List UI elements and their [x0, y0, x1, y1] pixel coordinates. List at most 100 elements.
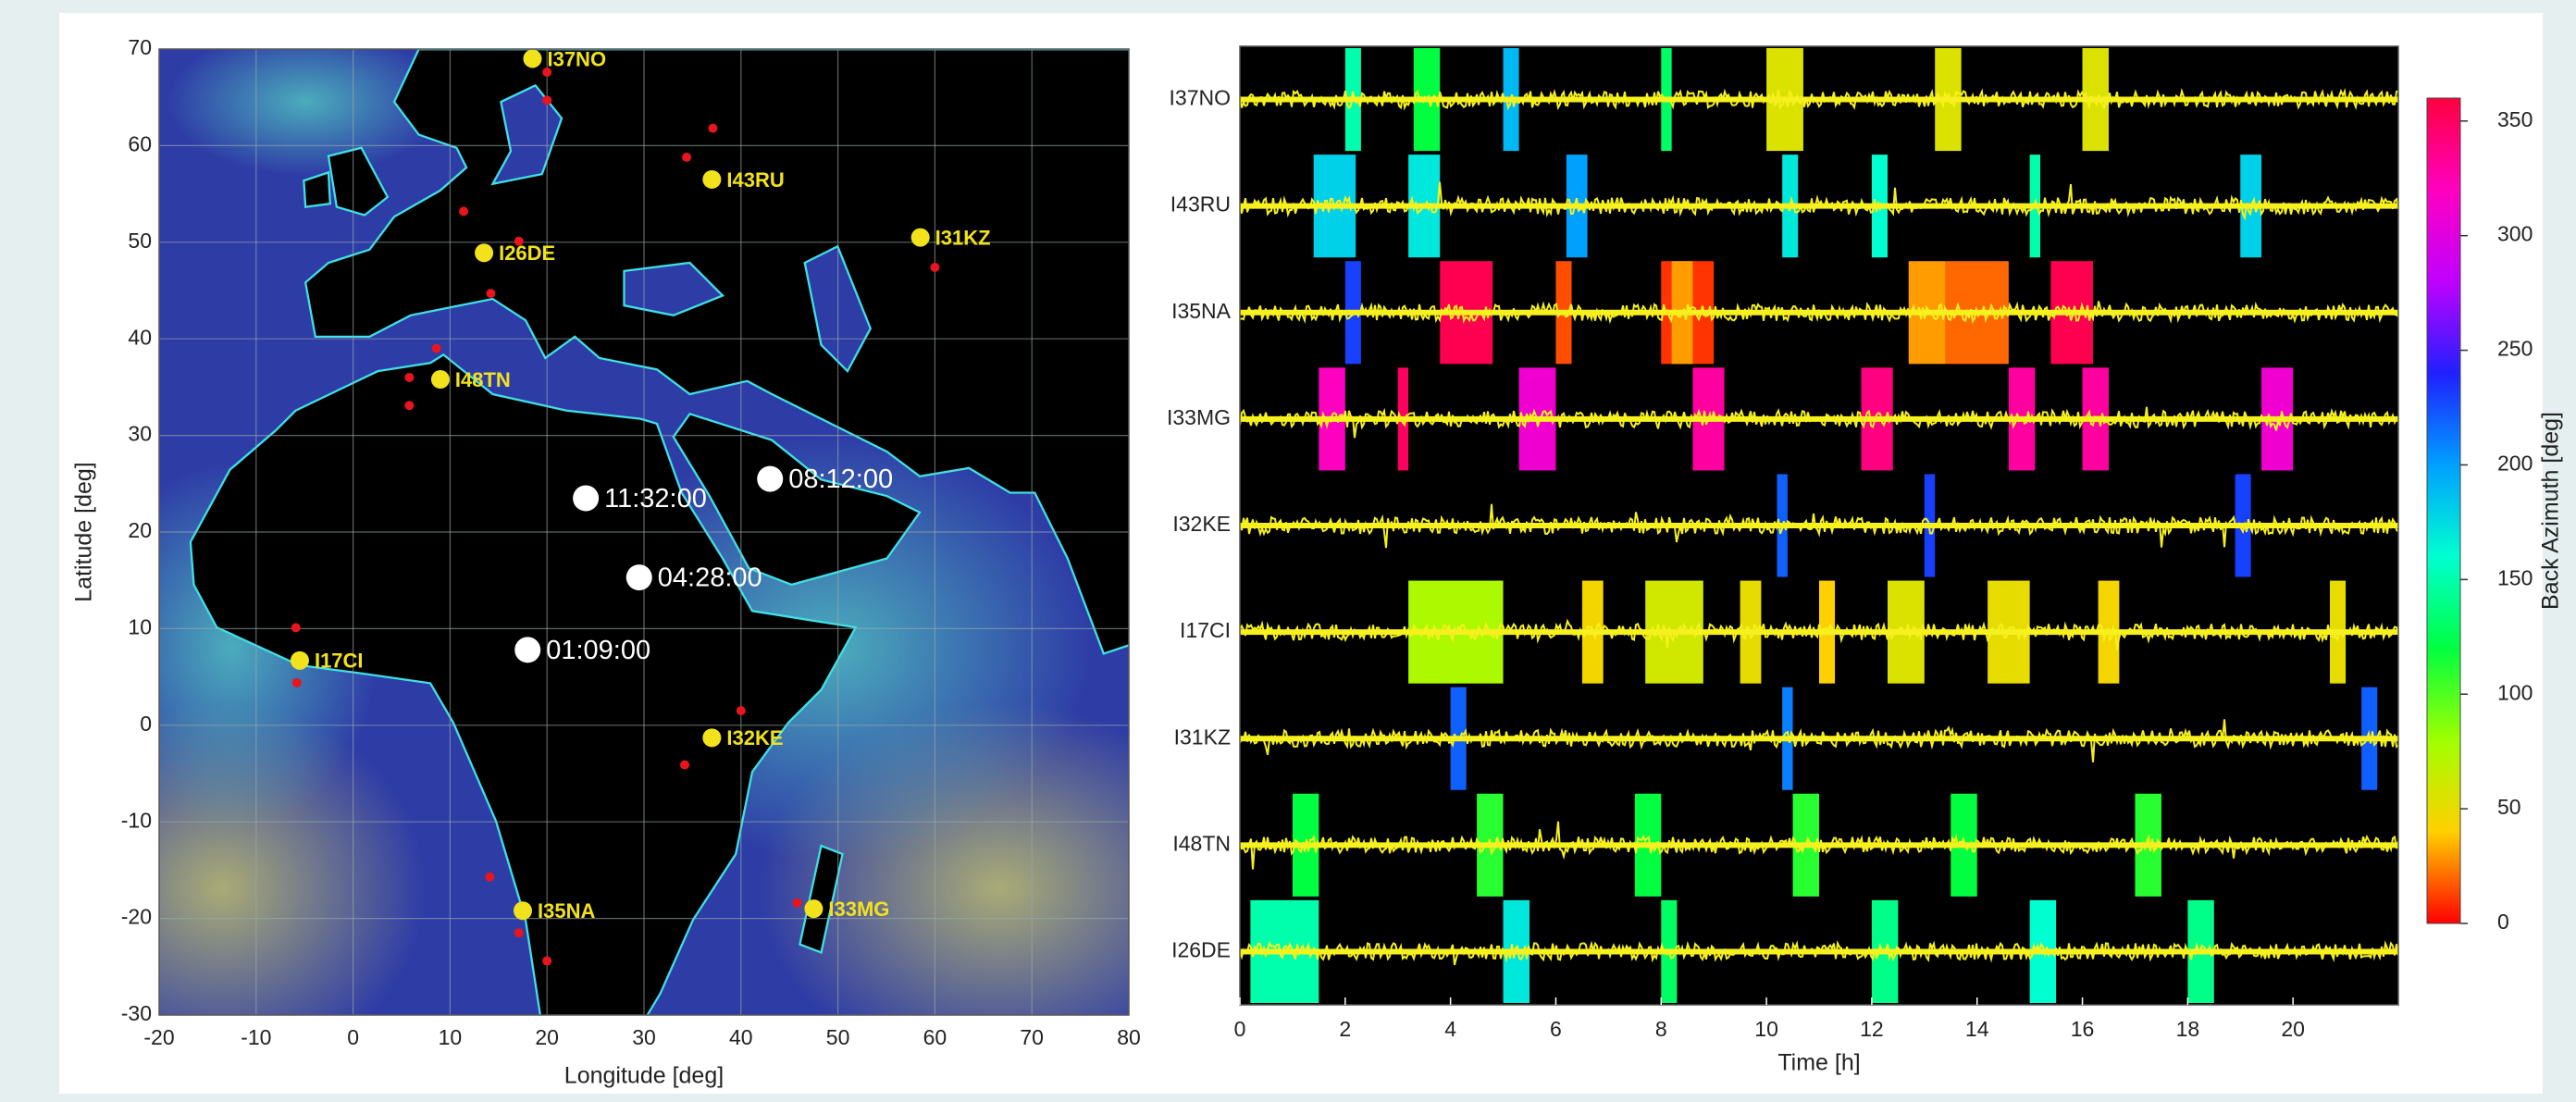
x-tick-label: 2	[1339, 1017, 1351, 1041]
land-ireland	[303, 170, 331, 208]
station-dot	[291, 677, 302, 687]
station-marker	[430, 370, 450, 390]
x-tick-label: 20	[2281, 1017, 2305, 1041]
station-dot	[514, 928, 524, 938]
x-tick-label: 4	[1444, 1017, 1456, 1041]
grid	[159, 49, 1129, 1015]
station-dot	[291, 623, 301, 633]
x-tick-label: 30	[632, 1025, 656, 1049]
y-tick-label: -30	[121, 1001, 152, 1025]
station-marker	[702, 169, 722, 189]
station-label: I48TN	[455, 368, 511, 391]
waveform	[1240, 821, 2398, 870]
map-frame	[158, 48, 1130, 1016]
station-dot	[708, 123, 718, 133]
land-britain	[327, 146, 390, 217]
station-label: I35NA	[1171, 299, 1232, 323]
station-dot	[514, 236, 524, 246]
station-label: I26DE	[1171, 938, 1231, 962]
event-marker	[625, 564, 652, 591]
station-dot	[459, 206, 469, 217]
station-dot	[680, 760, 690, 770]
event-label: 08:12:00	[788, 464, 893, 494]
station-label: I37NO	[547, 47, 606, 70]
station-marker	[514, 901, 532, 921]
event-marker	[757, 465, 784, 492]
x-axis-label: Time [h]	[1777, 1050, 1860, 1076]
station-dot	[542, 956, 552, 966]
event-label: 01:09:00	[546, 636, 650, 665]
colorbar-tick-label: 350	[2497, 107, 2533, 131]
station-dot	[792, 898, 802, 908]
x-tick-label: 14	[1965, 1017, 1989, 1041]
station-marker	[290, 650, 309, 670]
x-tick-label: 0	[1234, 1017, 1246, 1041]
station-dot	[542, 95, 552, 105]
points: I37NO I43RU I31KZ I26DE I48TN I17CI I32KE I35NA…	[290, 47, 991, 966]
x-tick-label: -20	[143, 1025, 174, 1049]
station-marker	[910, 228, 930, 247]
station-label: I33MG	[828, 898, 889, 921]
x-tick-label: 10	[439, 1025, 463, 1049]
colorbar	[2426, 97, 2461, 924]
x-tick-label: 18	[2176, 1017, 2200, 1041]
colorbar-tick-label: 300	[2497, 222, 2533, 246]
station-label: I33MG	[1167, 405, 1231, 429]
ocean-shade	[167, 49, 444, 176]
land-arabia	[672, 412, 922, 587]
station-dot	[404, 372, 415, 382]
x-tick-label: -10	[241, 1025, 271, 1049]
land-eurasia	[303, 49, 1129, 655]
y-tick-label: -20	[121, 905, 152, 929]
colorbar-tick-label: 250	[2497, 337, 2533, 361]
x-tick-label: 20	[535, 1025, 559, 1049]
x-tick-label: 16	[2071, 1017, 2095, 1041]
station-label: I43RU	[726, 168, 784, 192]
traces	[1240, 48, 2398, 1003]
station-dot	[486, 289, 496, 299]
station-dot	[930, 262, 940, 272]
sea-black	[623, 261, 725, 316]
station-dot	[485, 872, 495, 882]
y-tick-label: 0	[140, 712, 152, 736]
station-label: I35NA	[538, 899, 595, 922]
x-tick-label: 10	[1754, 1017, 1778, 1041]
y-axis-label: Latitude [deg]	[71, 462, 97, 602]
station-dot	[404, 401, 415, 411]
y-tick-label: -10	[121, 808, 152, 832]
station-label: I17CI	[315, 650, 364, 673]
station-marker	[702, 728, 722, 748]
event-marker	[514, 637, 541, 663]
sea-baltic	[490, 83, 564, 186]
station-label: I26DE	[499, 241, 555, 265]
traces-frame	[1239, 45, 2399, 1006]
colorbar-tick-label: 50	[2497, 795, 2521, 819]
x-tick-label: 60	[923, 1025, 947, 1049]
x-axis-label: Longitude [deg]	[564, 1063, 724, 1089]
event-marker	[573, 485, 600, 512]
colorbar-tick-label: 150	[2497, 565, 2533, 589]
y-tick-label: 40	[128, 325, 152, 349]
colorbar-tick-label: 200	[2497, 452, 2533, 476]
x-tick-label: 6	[1550, 1017, 1562, 1041]
station-label: I31KZ	[1174, 724, 1231, 749]
event-label: 11:32:00	[604, 484, 707, 514]
station-label: I48TN	[1172, 831, 1231, 855]
station-label: I32KE	[1172, 512, 1231, 536]
y-tick-label: 30	[128, 422, 152, 446]
coastlines	[189, 49, 1129, 1015]
station-label: I37NO	[1170, 86, 1231, 110]
station-marker	[475, 243, 494, 263]
map: I37NO I43RU I31KZ I26DE I48TN I17CI I32KE I35NA…	[159, 47, 1129, 1015]
station-dot	[736, 706, 746, 716]
y-tick-label: 70	[128, 35, 152, 59]
station-dot	[682, 152, 692, 162]
station-marker	[804, 899, 824, 919]
colorbar-label: Back Azimuth [deg]	[2538, 412, 2564, 610]
station-dot	[542, 68, 552, 78]
x-tick-label: 50	[826, 1025, 850, 1049]
station-dot	[431, 343, 441, 353]
x-tick-label: 80	[1117, 1025, 1141, 1049]
